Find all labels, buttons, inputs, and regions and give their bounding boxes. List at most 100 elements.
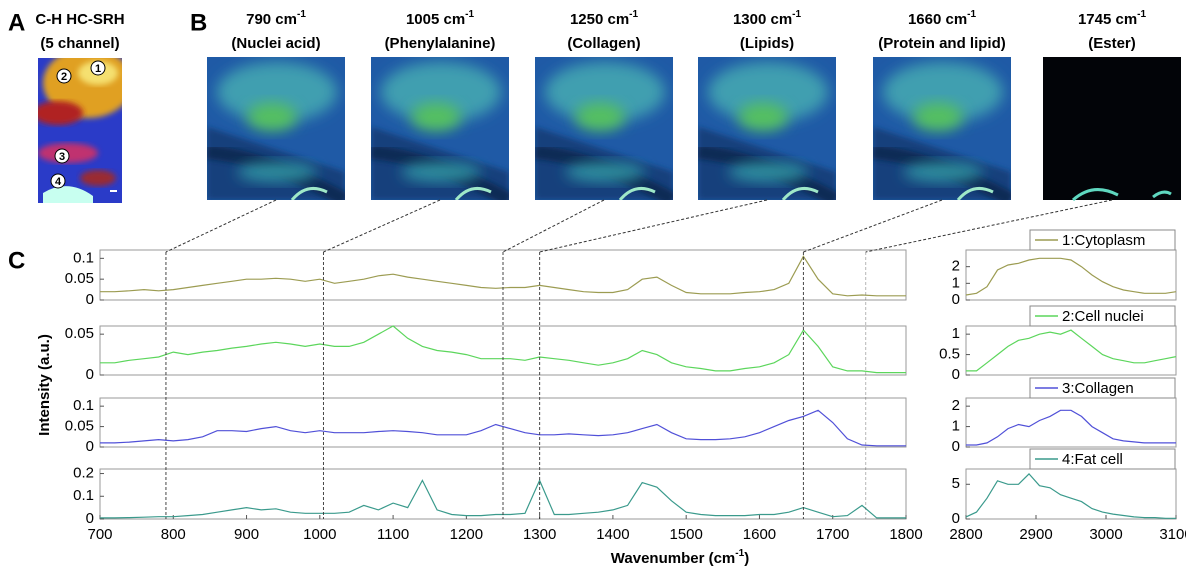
x-tick-label: 1300 bbox=[523, 526, 556, 543]
image-title: 790 cm-1 bbox=[246, 9, 306, 28]
x-tick-label: 1400 bbox=[596, 526, 629, 543]
marker-label: 3 bbox=[59, 151, 65, 163]
x-tick-label: 1600 bbox=[743, 526, 776, 543]
y-tick-label: 2 bbox=[952, 258, 960, 275]
image-wavenumber-sup: -1 bbox=[792, 9, 801, 20]
image-subtitle: (Collagen) bbox=[567, 35, 640, 52]
x-axis-label: Wavenumber (cm-1) bbox=[611, 548, 749, 567]
raman-images: 790 cm-1(Nuclei acid)1005 cm-1(Phenylala… bbox=[207, 9, 1181, 200]
plot-frame bbox=[965, 249, 1177, 301]
x-tick-label: 1100 bbox=[377, 526, 409, 543]
spectrum-line bbox=[966, 409, 1176, 446]
image bbox=[1043, 57, 1181, 200]
y-tick-label: 0.1 bbox=[73, 397, 94, 414]
image-title: 1660 cm-1 bbox=[908, 9, 977, 28]
y-tick-label: 0 bbox=[952, 510, 960, 527]
legend-box bbox=[1029, 377, 1176, 399]
image-wavenumber-sup: -1 bbox=[967, 9, 976, 20]
y-tick-label: 5 bbox=[952, 475, 960, 492]
legend-box bbox=[1029, 448, 1176, 470]
image-wavenumber: 1005 cm bbox=[406, 11, 465, 28]
spectrum-line bbox=[965, 473, 1176, 519]
legend-label: 4:Fat cell bbox=[1062, 451, 1123, 468]
panel-letter: A bbox=[8, 9, 25, 36]
image-subtitle: (Lipids) bbox=[740, 35, 794, 52]
image bbox=[535, 57, 673, 200]
spectrum-line bbox=[100, 409, 906, 447]
connector-line bbox=[323, 199, 441, 253]
y-tick-label: 0.1 bbox=[73, 487, 94, 504]
y-axis-label: Intensity (a.u.) bbox=[36, 334, 53, 436]
panel-letter: C bbox=[8, 247, 25, 274]
y-tick-label: 0 bbox=[86, 438, 94, 455]
connector-line bbox=[502, 199, 605, 253]
plot-frame bbox=[965, 397, 1177, 448]
x-tick-label: 2900 bbox=[1019, 526, 1052, 543]
image-wavenumber-sup: -1 bbox=[1137, 9, 1146, 20]
cell-markers: 1 2 3 4 bbox=[50, 60, 106, 189]
y-tick-label: 0 bbox=[952, 438, 960, 455]
spectrum-line bbox=[965, 257, 1177, 296]
composite-image bbox=[38, 58, 122, 203]
image-wavenumber: 1250 cm bbox=[570, 11, 629, 28]
image-wavenumber: 1660 cm bbox=[908, 11, 967, 28]
x-tick-label: 900 bbox=[234, 526, 259, 543]
image bbox=[371, 57, 509, 200]
x-tick-label: 700 bbox=[87, 526, 112, 543]
y-tick-label: 0 bbox=[952, 366, 960, 383]
connector-line bbox=[165, 199, 277, 253]
connector-line bbox=[865, 199, 1113, 253]
legend-label: 1:Cytoplasm bbox=[1062, 232, 1145, 249]
image-wavenumber: 1300 cm bbox=[733, 11, 792, 28]
panel-letter: B bbox=[190, 9, 207, 36]
legend-box bbox=[1029, 229, 1176, 251]
image-wavenumber-sup: -1 bbox=[297, 9, 306, 20]
marker-label: 1 bbox=[95, 63, 101, 75]
y-tick-label: 0 bbox=[86, 510, 94, 527]
image-wavenumber-sup: -1 bbox=[629, 9, 638, 20]
panel-a-title: C-H HC-SRH bbox=[35, 11, 124, 28]
image-title: 1005 cm-1 bbox=[406, 9, 475, 28]
y-tick-label: 0 bbox=[86, 291, 94, 308]
panel-a-subtitle: (5 channel) bbox=[40, 35, 119, 52]
image-title: 1300 cm-1 bbox=[733, 9, 802, 28]
x-tick-label: 1700 bbox=[816, 526, 849, 543]
y-tick-label: 1 bbox=[952, 418, 960, 435]
image-title: 1250 cm-1 bbox=[570, 9, 639, 28]
y-tick-label: 0 bbox=[86, 366, 94, 383]
image-subtitle: (Nuclei acid) bbox=[231, 35, 320, 52]
y-tick-label: 0.05 bbox=[65, 325, 94, 342]
image-subtitle: (Ester) bbox=[1088, 35, 1136, 52]
image-wavenumber-sup: -1 bbox=[465, 9, 474, 20]
x-tick-label: 1800 bbox=[889, 526, 922, 543]
spectrum-line bbox=[966, 329, 1177, 372]
x-tick-label: 1000 bbox=[303, 526, 336, 543]
x-axis-label-end: ) bbox=[744, 550, 749, 567]
plot-frame bbox=[965, 468, 1177, 520]
y-tick-label: 0.05 bbox=[65, 418, 94, 435]
image-wavenumber: 790 cm bbox=[246, 11, 297, 28]
image bbox=[873, 57, 1011, 200]
image-subtitle: (Phenylalanine) bbox=[385, 35, 496, 52]
connector-line bbox=[539, 199, 768, 253]
image-wavenumber: 1745 cm bbox=[1078, 11, 1137, 28]
y-tick-label: 0 bbox=[952, 291, 960, 308]
plot-frame bbox=[965, 325, 1177, 376]
y-tick-label: 1 bbox=[952, 274, 960, 291]
y-tick-label: 2 bbox=[952, 397, 960, 414]
x-tick-label: 1500 bbox=[669, 526, 702, 543]
legend-label: 3:Collagen bbox=[1062, 380, 1134, 397]
legend-label: 2:Cell nuclei bbox=[1062, 308, 1144, 325]
image bbox=[207, 57, 345, 200]
x-tick-label: 800 bbox=[161, 526, 186, 543]
image-subtitle: (Protein and lipid) bbox=[878, 35, 1006, 52]
x-tick-label: 2800 bbox=[949, 526, 982, 543]
marker-label: 2 bbox=[61, 71, 67, 83]
y-tick-label: 1 bbox=[952, 325, 960, 342]
x-tick-label: 1200 bbox=[450, 526, 483, 543]
x-axis-label-sup: -1 bbox=[735, 548, 744, 559]
x-tick-label: 3100 bbox=[1159, 526, 1186, 543]
image-title: 1745 cm-1 bbox=[1078, 9, 1147, 28]
image-feature bbox=[1071, 188, 1172, 202]
